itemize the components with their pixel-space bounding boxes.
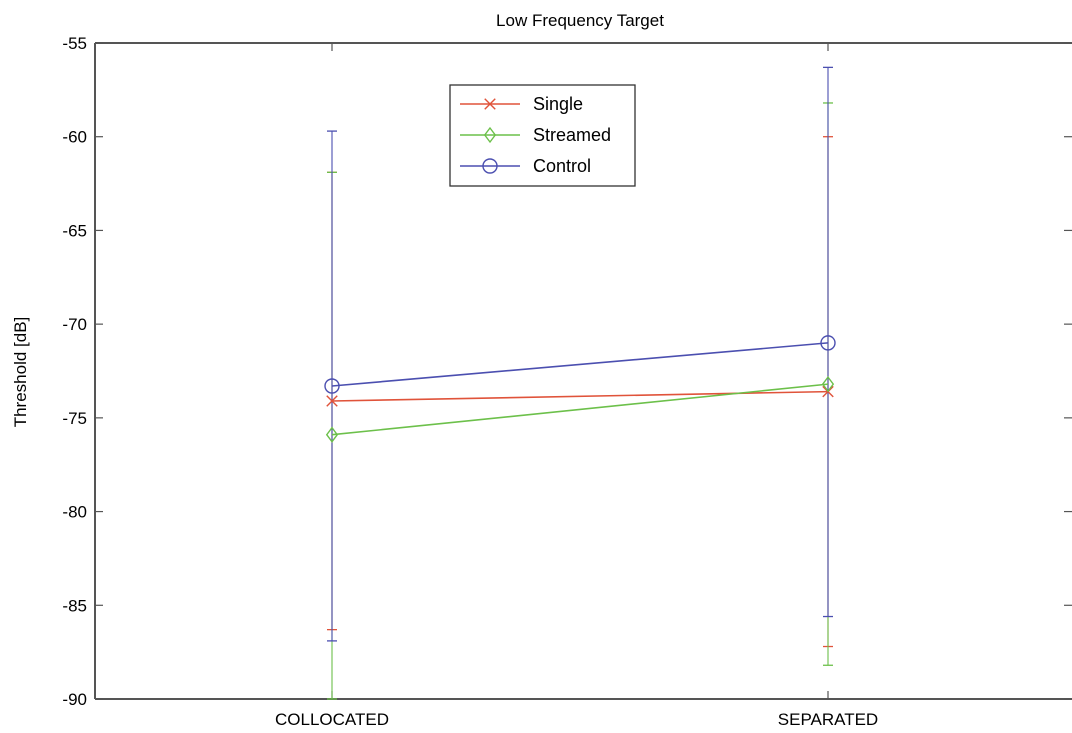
x-tick-label: COLLOCATED bbox=[275, 710, 389, 729]
plot-area: -55 -60 -65 -70 -75 -80 -85 -90 COLLOCATED SEPARA… bbox=[62, 34, 1072, 729]
x-tick-label: SEPARATED bbox=[778, 710, 878, 729]
legend-marker-streamed bbox=[483, 126, 497, 144]
series-line-single bbox=[331, 390, 829, 402]
y-tick-label: -75 bbox=[62, 409, 87, 428]
data-point-single-stroke bbox=[326, 395, 338, 407]
chart-title: Low Frequency Target bbox=[496, 11, 664, 30]
y-tick-label: -80 bbox=[62, 503, 87, 522]
data-point-control bbox=[324, 378, 340, 394]
y-tick-label: -65 bbox=[62, 221, 87, 240]
series-line-control bbox=[331, 342, 829, 387]
data-point-streamed bbox=[325, 426, 339, 443]
data-point-single bbox=[326, 395, 338, 407]
legend: Single Streamed Control bbox=[449, 84, 636, 187]
y-tick-label: -85 bbox=[62, 596, 87, 615]
legend-marker-single-stroke bbox=[484, 98, 496, 110]
series-line-streamed bbox=[331, 383, 829, 436]
legend-label-control: Control bbox=[533, 156, 591, 176]
legend-label-single: Single bbox=[533, 94, 583, 114]
y-tick-label: -55 bbox=[62, 34, 87, 53]
y-tick-label: -60 bbox=[62, 128, 87, 147]
legend-marker-control bbox=[482, 158, 498, 174]
legend-label-streamed: Streamed bbox=[533, 125, 611, 145]
data-point-streamed bbox=[821, 375, 835, 393]
y-axis-label: Threshold [dB] bbox=[11, 317, 30, 428]
y-tick-label: -70 bbox=[62, 315, 87, 334]
legend-marker-single bbox=[484, 98, 496, 110]
data-point-control bbox=[820, 335, 836, 351]
y-tick-label: -90 bbox=[62, 690, 87, 709]
